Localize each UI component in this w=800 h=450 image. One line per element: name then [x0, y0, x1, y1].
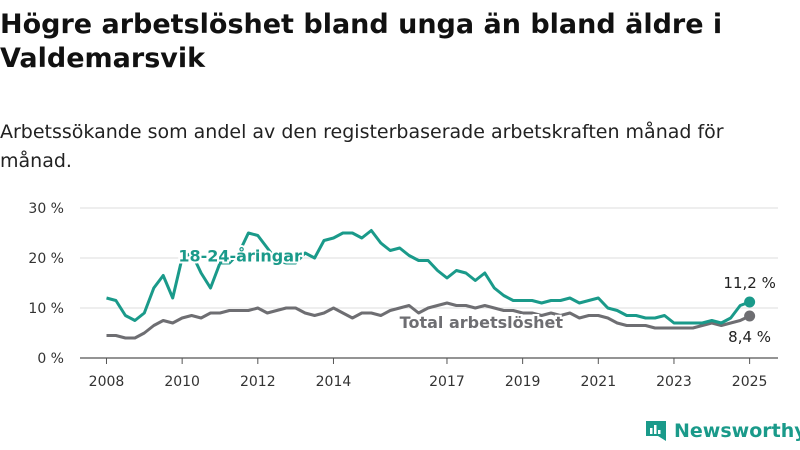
- series-name-label: 18-24-åringar: [178, 247, 302, 266]
- series-labels: 18-24-åringar Total arbetslöshet 11,2 % 8,4…: [176, 245, 777, 349]
- series-line-0: [106, 229, 751, 325]
- x-tick-label: 2021: [580, 374, 616, 390]
- x-axis-ticks: 2008 2010 2012 2014 2017 2019 2021 2023 2025: [89, 358, 768, 390]
- end-value-label: 11,2 %: [723, 274, 775, 292]
- y-tick-label: 30 %: [28, 201, 64, 217]
- series-line-1: [106, 301, 751, 340]
- end-value-label: 8,4 %: [728, 328, 771, 346]
- x-tick-label: 2017: [429, 374, 465, 390]
- x-tick-label: 2014: [316, 374, 352, 390]
- y-axis-ticks: 0 % 10 % 20 % 30 %: [28, 201, 64, 367]
- x-tick-label: 2010: [164, 374, 200, 390]
- series-endpoint-1: [744, 310, 756, 322]
- x-tick-label: 2012: [240, 374, 276, 390]
- x-tick-label: 2023: [656, 374, 692, 390]
- brand-logo: Newsworthy: [644, 419, 800, 443]
- x-tick-label: 2008: [89, 374, 125, 390]
- series-name-label: Total arbetslöshet: [400, 313, 564, 332]
- y-tick-label: 20 %: [28, 251, 64, 267]
- brand-name: Newsworthy: [674, 420, 800, 442]
- y-tick-label: 0 %: [37, 351, 64, 367]
- series-lines: [106, 229, 756, 340]
- chart-subtitle: Arbetssökande som andel av den registerb…: [0, 121, 724, 172]
- series-endpoint-0: [744, 296, 756, 308]
- x-tick-label: 2025: [732, 374, 768, 390]
- chart-title: Högre arbetslöshet bland unga än bland ä…: [0, 9, 723, 74]
- newsworthy-logo-icon: [646, 421, 666, 441]
- gridlines: [80, 207, 778, 359]
- y-tick-label: 10 %: [28, 301, 64, 317]
- x-tick-label: 2019: [505, 374, 541, 390]
- line-chart: 0 % 10 % 20 % 30 % 2008 2010 2012 2014 2017 2019…: [28, 201, 778, 390]
